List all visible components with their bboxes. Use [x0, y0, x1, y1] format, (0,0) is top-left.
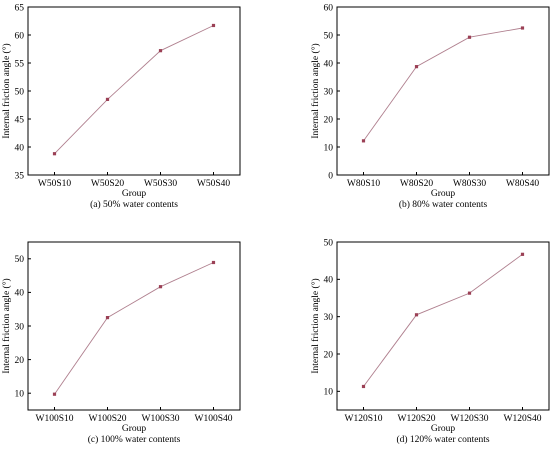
data-point — [52, 392, 57, 396]
x-tick-label: W120S30 — [451, 414, 489, 424]
y-tick-label: 35 — [15, 171, 25, 181]
x-tick-label: W120S40 — [504, 414, 542, 424]
y-axis-label: Internal friction angle (°) — [310, 43, 321, 138]
y-tick-label: 30 — [324, 87, 334, 97]
x-axis-label: Group — [122, 189, 147, 199]
data-point — [158, 49, 163, 53]
y-tick-label: 60 — [15, 31, 25, 41]
y-tick-label: 20 — [15, 356, 25, 366]
y-tick-label: 50 — [15, 87, 25, 97]
plot-frame — [27, 241, 241, 411]
data-point — [361, 139, 366, 143]
y-axis-label: Internal friction angle (°) — [310, 278, 321, 373]
x-tick-label: W80S20 — [400, 179, 434, 189]
x-tick-label: W50S30 — [144, 179, 178, 189]
y-tick-label: 10 — [324, 388, 334, 398]
series-line — [363, 253, 523, 387]
data-point — [105, 316, 110, 320]
panel-caption: (b) 80% water contents — [399, 199, 488, 210]
y-tick-label: 10 — [324, 143, 334, 153]
chart-panel-3: 10 20 30 40 50 W120S10 W120S20 W120S30 W120S40 Gr… — [310, 238, 550, 445]
x-axis-label: Group — [122, 424, 147, 434]
data-point — [211, 23, 216, 28]
y-tick-label: 45 — [15, 115, 25, 125]
y-tick-label: 40 — [324, 59, 334, 69]
y-tick-label: 55 — [15, 59, 25, 69]
y-tick-label: 30 — [324, 313, 334, 323]
data-point — [520, 252, 525, 256]
x-tick-label: W100S10 — [36, 414, 74, 424]
y-tick-label: 50 — [324, 238, 334, 248]
series-line — [363, 27, 523, 142]
x-tick-label: W100S30 — [142, 414, 180, 424]
y-tick-label: 10 — [15, 390, 25, 400]
x-tick-label: W50S10 — [38, 179, 72, 189]
x-tick-label: W120S10 — [345, 414, 383, 424]
y-axis-label: Internal friction angle (°) — [1, 278, 12, 373]
plot-frame — [27, 6, 241, 176]
data-point — [467, 291, 472, 295]
x-tick-label: W80S10 — [347, 179, 381, 189]
y-axis-label: Internal friction angle (°) — [1, 43, 12, 138]
series-line — [54, 262, 214, 395]
y-tick-label: 50 — [324, 31, 334, 41]
panel-caption: (a) 50% water contents — [90, 199, 178, 210]
chart-panel-1: 0 10 20 30 40 50 60 W80S10 W80S20 W80S30 W80S40 Gro… — [310, 3, 550, 210]
y-tick-label: 60 — [324, 3, 334, 13]
plot-frame — [336, 6, 550, 176]
data-point — [361, 384, 366, 389]
data-point — [414, 65, 419, 69]
data-point — [211, 260, 216, 265]
y-tick-label: 65 — [15, 3, 25, 13]
data-point — [467, 35, 472, 39]
plot-frame — [336, 241, 550, 411]
chart-panel-0: 35 40 45 50 55 60 65 W50S10 W50S20 W50S30 W50S40 Gr… — [1, 3, 241, 210]
data-point — [414, 313, 419, 317]
y-tick-label: 0 — [328, 171, 333, 181]
panel-caption: (d) 120% water contents — [396, 434, 489, 445]
x-tick-label: W80S40 — [506, 179, 540, 189]
x-tick-label: W120S20 — [398, 414, 436, 424]
x-axis-label: Group — [431, 189, 456, 199]
y-tick-label: 40 — [15, 289, 25, 299]
y-tick-label: 40 — [324, 276, 334, 286]
x-tick-label: W50S20 — [91, 179, 125, 189]
x-tick-label: W80S30 — [453, 179, 487, 189]
y-tick-label: 50 — [15, 255, 25, 265]
data-point — [520, 26, 525, 30]
x-axis-label: Group — [431, 424, 456, 434]
y-tick-label: 20 — [324, 115, 334, 125]
x-tick-label: W100S20 — [89, 414, 127, 424]
x-tick-label: W100S40 — [195, 414, 233, 424]
chart-panel-2: 10 20 30 40 50 W100S10 W100S20 W100S30 W100S40 Gr… — [1, 241, 241, 445]
y-tick-label: 20 — [324, 350, 334, 360]
x-tick-label: W50S40 — [197, 179, 231, 189]
series-line — [54, 25, 214, 155]
data-point — [158, 285, 163, 289]
y-tick-label: 30 — [15, 322, 25, 332]
data-point — [52, 152, 57, 156]
panel-caption: (c) 100% water contents — [88, 434, 181, 445]
y-tick-label: 40 — [15, 143, 25, 153]
data-point — [105, 97, 110, 101]
